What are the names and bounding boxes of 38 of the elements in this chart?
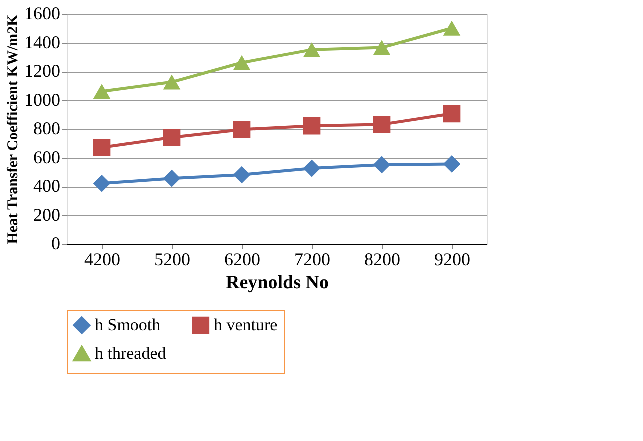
y-tick-label: 400 xyxy=(34,176,60,196)
point xyxy=(93,139,111,156)
point xyxy=(233,121,251,138)
y-tick-label: 0 xyxy=(52,234,60,254)
point xyxy=(163,128,181,146)
point xyxy=(373,156,391,174)
point xyxy=(233,166,251,184)
point xyxy=(443,156,461,173)
x-tick-label: 5200 xyxy=(154,250,190,270)
legend-label: h venture xyxy=(214,315,278,334)
y-tick-label: 600 xyxy=(34,147,60,168)
point xyxy=(373,116,391,134)
point xyxy=(93,84,111,100)
legend-label: h Smooth xyxy=(95,315,162,334)
y-tick-label: 1000 xyxy=(24,90,60,110)
point xyxy=(93,174,111,192)
y-tick-label: 1400 xyxy=(24,32,60,52)
x-tick-label: 8200 xyxy=(364,250,400,270)
point xyxy=(373,40,391,56)
y-axis-title: Heat Transfer Coefficient KW/m2K xyxy=(6,14,22,244)
point xyxy=(163,74,181,90)
point xyxy=(443,105,461,123)
point xyxy=(163,170,181,188)
point xyxy=(303,42,321,58)
x-tick-label: 6200 xyxy=(224,250,260,270)
point xyxy=(303,117,321,135)
point xyxy=(443,20,461,36)
point xyxy=(303,160,321,178)
x-tick-label: 7200 xyxy=(294,250,330,270)
x-axis-title: Reynolds No xyxy=(226,272,329,294)
y-tick-label: 800 xyxy=(34,118,60,138)
legend-label: h threaded xyxy=(95,344,167,363)
y-tick-label: 1200 xyxy=(24,61,60,81)
y-tick-label: 200 xyxy=(34,204,60,225)
point xyxy=(233,55,251,70)
x-tick-label: 4200 xyxy=(84,250,120,270)
y-tick-label: 1600 xyxy=(24,4,60,24)
x-tick-label: 9200 xyxy=(434,250,470,270)
